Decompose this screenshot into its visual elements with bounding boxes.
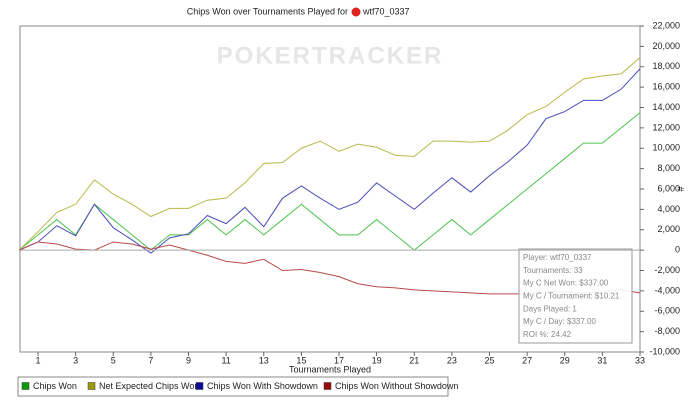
y-tick-label: 4,000 [657, 204, 680, 214]
x-tick-label: 7 [148, 355, 153, 365]
legend-swatch [323, 382, 332, 390]
tooltip-line: My C Net Won: $337.00 [523, 279, 609, 288]
x-tick-label: 21 [409, 355, 419, 365]
tooltip-line: My C / Tournament: $10.21 [523, 292, 620, 301]
tooltip [518, 248, 633, 344]
player-icon [351, 7, 361, 17]
x-axis-label: Tournaments Played [289, 364, 371, 374]
y-tick-label: -4,000 [654, 285, 680, 295]
x-tick-label: 17 [334, 355, 344, 365]
x-tick-label: 31 [597, 355, 607, 365]
x-tick-label: 1 [36, 355, 41, 365]
x-tick-label: 3 [73, 355, 78, 365]
tooltip-line: ROI %: 24.42 [523, 330, 572, 339]
y-axis-label: # [676, 186, 686, 191]
legend-swatch [21, 382, 30, 390]
y-tick-label: 0 [675, 245, 680, 255]
y-tick-label: -10,000 [649, 346, 680, 356]
series-line [19, 68, 641, 254]
plot [18, 57, 641, 295]
series-line [18, 57, 641, 251]
y-tick-label: 6,000 [657, 183, 680, 193]
x-tick-label: 13 [259, 355, 269, 365]
x-tick-label: 19 [372, 355, 382, 365]
legend-label: Chips Won [33, 381, 77, 391]
legend-label: Chips Won With Showdown [207, 381, 318, 391]
x-tick-label: 15 [296, 355, 306, 365]
y-tick-label: 8,000 [657, 163, 680, 173]
tooltip-line: Days Played: 1 [523, 304, 577, 313]
series-line [18, 112, 641, 251]
x-tick-label: 33 [635, 355, 645, 365]
player-name: wtf70_0337 [362, 6, 410, 16]
y-tick-label: 20,000 [652, 41, 680, 51]
x-tick-label: 9 [186, 355, 191, 365]
x-tick-label: 23 [447, 355, 457, 365]
y-tick-label: 18,000 [652, 61, 680, 71]
x-tick-label: 11 [221, 355, 230, 365]
x-tick-label: 25 [484, 355, 494, 365]
y-tick-label: 22,000 [652, 20, 680, 30]
y-tick-label: -6,000 [654, 306, 680, 316]
chart-title: Chips Won over Tournaments Played for [187, 6, 348, 16]
legend-swatch [87, 382, 96, 390]
tooltip-line: Player: wtf70_0337 [523, 253, 592, 262]
y-tick-label: 2,000 [657, 224, 680, 234]
tooltip-line: My C / Day: $337.00 [523, 317, 596, 326]
x-tick-label: 5 [111, 355, 116, 365]
y-tick-label: 12,000 [652, 122, 680, 132]
y-tick-label: 14,000 [652, 102, 680, 112]
x-tick-label: 27 [522, 355, 532, 365]
watermark: POKERTRACKER [217, 42, 444, 69]
y-tick-label: -2,000 [654, 265, 680, 275]
legend-label: Net Expected Chips Won [99, 381, 199, 391]
legend [17, 376, 449, 397]
y-tick-label: -8,000 [654, 326, 680, 336]
legend-swatch [195, 382, 204, 390]
y-tick-label: 16,000 [652, 82, 680, 92]
x-tick-label: 29 [560, 355, 570, 365]
tooltip-line: Tournaments: 33 [523, 266, 583, 275]
y-tick-label: 10,000 [652, 143, 680, 153]
legend-label: Chips Won Without Showdown [335, 381, 458, 391]
